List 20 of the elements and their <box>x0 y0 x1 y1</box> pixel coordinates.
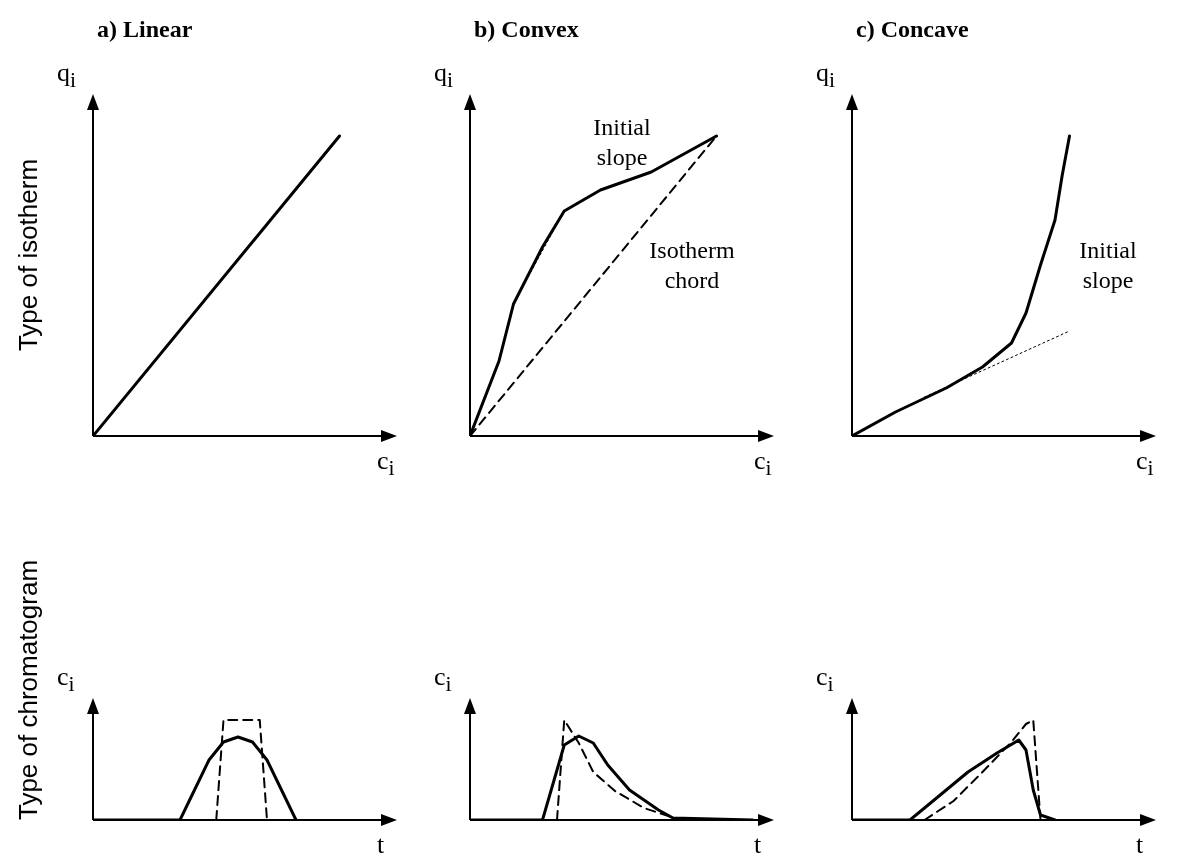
x-axis-title: t <box>377 830 385 860</box>
annotation: Initial slope <box>592 113 652 172</box>
x-axis-title: c$_{i}$ <box>754 446 772 482</box>
chart-title: b) Convex <box>474 16 579 43</box>
chart-title: c) Concave <box>856 16 969 43</box>
text: Type of isotherm <box>12 157 44 354</box>
y-axis-title: c$_{i}$ <box>816 662 834 698</box>
y-axis-title: q$_{i}$ <box>816 58 836 94</box>
x-axis-title: c$_{i}$ <box>1136 446 1154 482</box>
y-axis-title: c$_{i}$ <box>434 662 452 698</box>
chart-title: a) Linear <box>97 16 193 43</box>
y-axis-title: q$_{i}$ <box>434 58 454 94</box>
annotation: Initial slope <box>1078 236 1138 295</box>
text: Type of chromatogram <box>12 558 44 823</box>
annotation: Isotherm chord <box>648 236 736 295</box>
x-axis-title: t <box>1136 830 1144 860</box>
y-axis-title: c$_{i}$ <box>57 662 75 698</box>
x-axis-title: t <box>754 830 762 860</box>
y-axis-title: q$_{i}$ <box>57 58 77 94</box>
x-axis-title: c$_{i}$ <box>377 446 395 482</box>
